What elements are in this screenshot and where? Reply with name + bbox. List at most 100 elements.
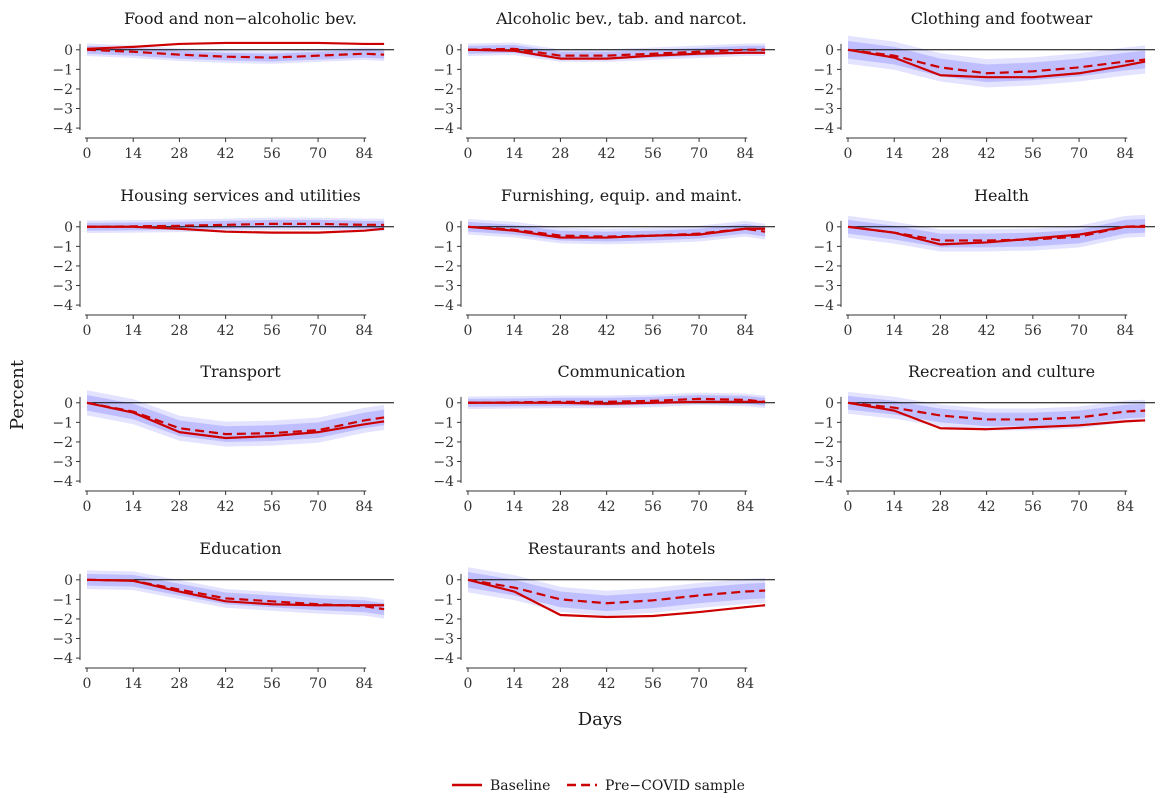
x-tick-label: 14 bbox=[124, 499, 142, 515]
y-tick-label: −4 bbox=[52, 298, 73, 314]
x-tick-label: 56 bbox=[1024, 323, 1042, 339]
series-baseline bbox=[86, 401, 385, 440]
x-tick-label: 28 bbox=[552, 323, 570, 339]
y-tick-label: −2 bbox=[433, 612, 454, 628]
x-tick-label: 56 bbox=[644, 499, 662, 515]
y-tick-label: 0 bbox=[825, 43, 834, 59]
x-tick-label: 0 bbox=[464, 676, 473, 692]
y-tick-label: −1 bbox=[813, 239, 834, 255]
panel: Furnishing, equip. and maint. 0 −1 −2 −3 −4 0 1… bbox=[433, 186, 775, 339]
y-tick-label: −1 bbox=[52, 62, 73, 78]
x-tick-label: 70 bbox=[690, 499, 708, 515]
panel: Recreation and culture 0 −1 −2 −3 −4 0 14 28 42 56… bbox=[813, 362, 1155, 515]
x-tick-label: 14 bbox=[505, 323, 523, 339]
x-tick-label: 28 bbox=[932, 499, 950, 515]
y-tick-label: −1 bbox=[433, 415, 454, 431]
y-tick-label: 0 bbox=[64, 573, 73, 589]
series-baseline bbox=[468, 400, 766, 405]
x-tick-label: 56 bbox=[263, 323, 281, 339]
y-tick-label: −4 bbox=[52, 121, 73, 137]
confidence-band bbox=[848, 40, 1146, 83]
y-tick-label: −3 bbox=[52, 102, 73, 118]
x-tick-label: 70 bbox=[309, 146, 327, 162]
x-tick-label: 42 bbox=[978, 146, 996, 162]
x-tick-label: 28 bbox=[171, 499, 189, 515]
x-tick-label: 84 bbox=[355, 323, 373, 339]
y-tick-label: 0 bbox=[445, 396, 454, 412]
series-pre-covid bbox=[467, 578, 766, 605]
x-tick-label: 28 bbox=[552, 499, 570, 515]
x-tick-label: 56 bbox=[1024, 146, 1042, 162]
x-tick-label: 56 bbox=[263, 676, 281, 692]
y-tick-label: −2 bbox=[433, 435, 454, 451]
panel-title: Health bbox=[974, 186, 1029, 205]
x-tick-label: 56 bbox=[644, 323, 662, 339]
x-tick-label: 14 bbox=[885, 499, 903, 515]
x-tick-label: 14 bbox=[124, 323, 142, 339]
y-tick-label: −1 bbox=[433, 592, 454, 608]
x-tick-label: 70 bbox=[1070, 323, 1088, 339]
x-tick-label: 84 bbox=[1116, 323, 1134, 339]
x-tick-label: 42 bbox=[978, 499, 996, 515]
confidence-band bbox=[468, 221, 766, 242]
x-tick-label: 42 bbox=[598, 676, 616, 692]
panel: Communication 0 −1 −2 −3 −4 0 14 28 42 56 70 84 bbox=[433, 362, 775, 515]
series-pre-covid bbox=[86, 401, 385, 436]
x-tick-label: 0 bbox=[464, 323, 473, 339]
x-tick-label: 84 bbox=[736, 676, 754, 692]
x-tick-label: 14 bbox=[885, 146, 903, 162]
y-tick-label: −4 bbox=[433, 121, 454, 137]
x-tick-label: 42 bbox=[598, 323, 616, 339]
x-tick-label: 84 bbox=[1116, 146, 1134, 162]
series-pre-covid bbox=[86, 222, 385, 228]
y-tick-label: −4 bbox=[433, 474, 454, 490]
x-tick-label: 0 bbox=[83, 323, 92, 339]
y-tick-label: −3 bbox=[52, 632, 73, 648]
y-tick-label: −1 bbox=[52, 239, 73, 255]
x-tick-label: 84 bbox=[355, 499, 373, 515]
y-tick-label: −4 bbox=[52, 474, 73, 490]
x-tick-label: 0 bbox=[464, 146, 473, 162]
x-tick-label: 0 bbox=[83, 676, 92, 692]
y-tick-label: −1 bbox=[433, 239, 454, 255]
panel-title: Furnishing, equip. and maint. bbox=[501, 186, 742, 205]
x-tick-label: 84 bbox=[355, 676, 373, 692]
y-tick-label: 0 bbox=[64, 396, 73, 412]
series-pre-covid bbox=[467, 47, 766, 57]
y-tick-label: −2 bbox=[813, 82, 834, 98]
x-tick-label: 70 bbox=[690, 146, 708, 162]
x-tick-label: 42 bbox=[598, 499, 616, 515]
legend-precovid-label: Pre−COVID sample bbox=[605, 778, 745, 794]
x-tick-label: 28 bbox=[171, 676, 189, 692]
x-tick-label: 70 bbox=[690, 676, 708, 692]
x-tick-label: 70 bbox=[309, 323, 327, 339]
y-tick-label: −4 bbox=[813, 298, 834, 314]
confidence-band bbox=[468, 571, 766, 612]
x-axis-label: Days bbox=[578, 709, 623, 730]
y-tick-label: −1 bbox=[52, 592, 73, 608]
panel-title: Food and non−alcoholic bev. bbox=[124, 9, 357, 28]
y-tick-label: 0 bbox=[445, 573, 454, 589]
y-axis-label: Percent bbox=[7, 359, 28, 430]
x-tick-label: 56 bbox=[644, 676, 662, 692]
panel: Housing services and utilities 0 −1 −2 −3 −4 0… bbox=[52, 186, 394, 339]
series-pre-covid bbox=[86, 48, 385, 59]
y-tick-label: −2 bbox=[52, 435, 73, 451]
y-tick-label: 0 bbox=[445, 220, 454, 236]
x-tick-label: 28 bbox=[932, 146, 950, 162]
y-tick-label: −3 bbox=[813, 102, 834, 118]
x-tick-label: 56 bbox=[1024, 499, 1042, 515]
y-tick-label: −4 bbox=[433, 651, 454, 667]
x-tick-label: 0 bbox=[83, 146, 92, 162]
x-tick-label: 42 bbox=[217, 499, 235, 515]
x-tick-label: 84 bbox=[736, 323, 754, 339]
y-tick-label: −4 bbox=[813, 121, 834, 137]
y-tick-label: −3 bbox=[813, 279, 834, 295]
y-tick-label: −3 bbox=[52, 279, 73, 295]
y-tick-label: −4 bbox=[433, 298, 454, 314]
y-tick-label: 0 bbox=[64, 43, 73, 59]
y-tick-label: −2 bbox=[52, 82, 73, 98]
y-tick-label: −2 bbox=[52, 612, 73, 628]
x-tick-label: 0 bbox=[464, 499, 473, 515]
